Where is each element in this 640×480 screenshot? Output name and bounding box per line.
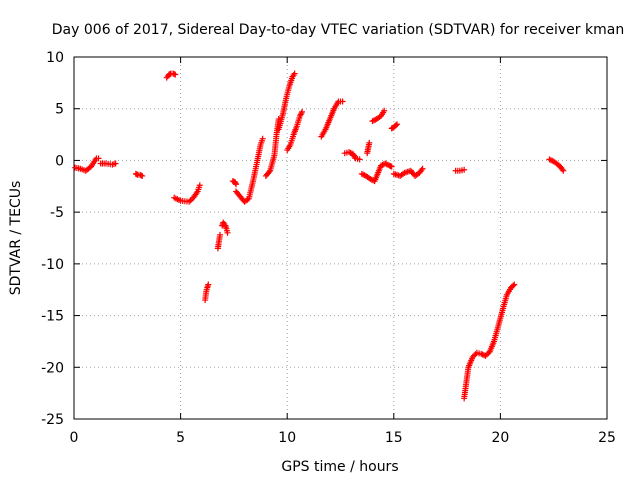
data-markers — [72, 70, 567, 402]
data-point — [297, 111, 304, 118]
y-tick-label: 5 — [55, 102, 64, 118]
data-point — [95, 155, 102, 162]
data-point — [172, 71, 179, 78]
x-tick-label: 20 — [491, 430, 509, 446]
data-point — [233, 181, 240, 188]
data-point — [356, 156, 363, 163]
y-tick-label: -20 — [41, 360, 64, 376]
data-point — [187, 197, 194, 204]
x-tick-label: 15 — [385, 430, 403, 446]
data-point — [339, 98, 346, 105]
x-tick-label: 5 — [176, 430, 185, 446]
plot-frame — [73, 56, 608, 420]
x-tick-label: 0 — [70, 430, 79, 446]
data-point — [366, 139, 373, 146]
data-point — [381, 107, 388, 114]
x-axis-label: GPS time / hours — [281, 459, 398, 475]
x-tick-label: 10 — [278, 430, 296, 446]
y-tick-label: 0 — [55, 153, 64, 169]
data-point — [224, 229, 231, 236]
data-point — [259, 135, 266, 142]
data-point — [205, 281, 212, 288]
data-point — [461, 166, 468, 173]
y-tick-label: 10 — [46, 50, 64, 66]
y-tick-label: -25 — [41, 412, 64, 428]
data-point — [347, 149, 354, 156]
data-point — [483, 351, 490, 358]
chart-title: Day 006 of 2017, Sidereal Day-to-day VTE… — [52, 22, 624, 38]
data-point — [299, 108, 306, 115]
data-point — [291, 70, 298, 77]
data-point — [388, 163, 395, 170]
data-point — [266, 169, 273, 176]
y-tick-label: -5 — [50, 205, 64, 221]
data-point — [393, 121, 400, 128]
y-tick-label: -15 — [41, 309, 64, 325]
y-tick-label: -10 — [41, 257, 64, 273]
tick-layer: -25 -20 -15 -10 -5 0 5 10 0 5 10 15 20 25 — [41, 50, 616, 446]
data-point — [217, 231, 224, 238]
data-point — [511, 281, 518, 288]
data-point — [419, 165, 426, 172]
data-point — [510, 282, 517, 289]
data-point — [392, 122, 399, 129]
data-point — [472, 351, 479, 358]
data-point — [112, 160, 119, 167]
grid-layer — [74, 57, 607, 419]
data-point — [418, 167, 425, 174]
data-point — [139, 172, 146, 179]
data-point — [196, 182, 203, 189]
x-tick-label: 25 — [598, 430, 616, 446]
data-point — [298, 110, 305, 117]
data-point — [560, 167, 567, 174]
y-axis-label: SDTVAR / TECUs — [8, 181, 24, 296]
